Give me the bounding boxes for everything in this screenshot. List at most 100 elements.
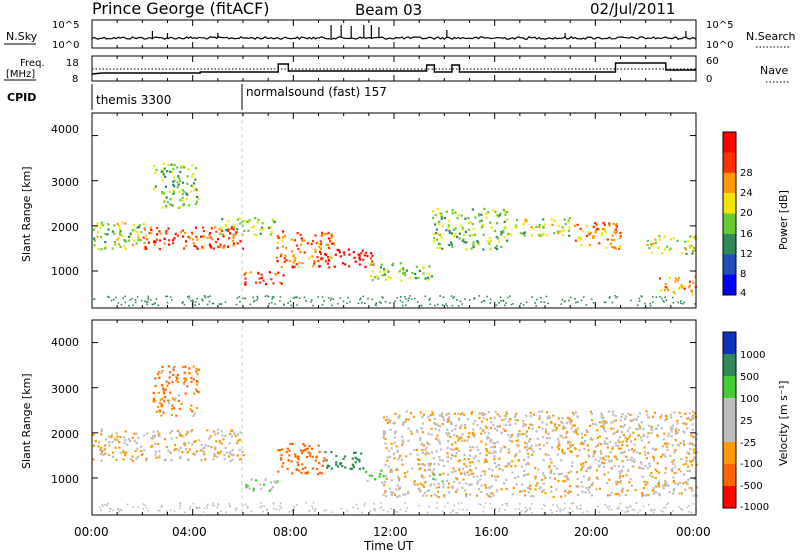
scatter-cell — [639, 427, 642, 430]
ground-scatter-cell — [540, 296, 542, 299]
scatter-cell — [691, 423, 694, 426]
ground-scatter-cell — [266, 295, 269, 297]
scatter-cell — [129, 232, 132, 235]
ground-scatter-cell — [144, 504, 146, 507]
ground-scatter-cell — [364, 302, 366, 305]
scatter-cell — [358, 256, 361, 259]
scatter-cell — [427, 278, 431, 281]
scatter-cell — [451, 429, 454, 432]
scatter-cell — [171, 407, 174, 410]
scatter-cell — [689, 419, 692, 422]
scatter-cell — [481, 470, 484, 473]
ground-scatter-cell — [293, 296, 296, 299]
scatter-cell — [453, 433, 456, 436]
scatter-cell — [383, 430, 386, 433]
scatter-cell — [330, 256, 333, 259]
scatter-cell — [620, 415, 623, 418]
scatter-cell — [150, 444, 153, 448]
scatter-cell — [588, 467, 591, 470]
scatter-cell — [412, 482, 415, 485]
ground-scatter-cell — [655, 296, 658, 298]
scatter-cell — [499, 450, 502, 453]
scatter-cell — [664, 442, 667, 445]
scatter-cell — [469, 461, 472, 464]
scatter-cell — [318, 471, 321, 474]
scatter-cell — [501, 418, 504, 422]
ground-scatter-cell — [184, 511, 186, 514]
scatter-cell — [187, 168, 190, 171]
ground-scatter-cell — [692, 503, 694, 505]
scatter-cell — [424, 448, 427, 451]
scatter-cell — [563, 218, 566, 221]
scatter-cell — [661, 453, 664, 457]
scatter-cell — [476, 424, 479, 427]
scatter-cell — [545, 423, 548, 426]
scatter-cell — [255, 281, 258, 284]
scatter-cell — [174, 444, 177, 447]
ground-scatter-cell — [484, 502, 487, 505]
scatter-cell — [438, 440, 441, 443]
scatter-cell — [323, 232, 326, 236]
scatter-cell — [389, 428, 392, 431]
scatter-cell — [158, 450, 161, 453]
scatter-cell — [629, 478, 632, 481]
scatter-cell — [579, 238, 582, 241]
cpid-label: CPID — [7, 91, 36, 104]
ground-scatter-cell — [161, 505, 163, 507]
scatter-cell — [611, 413, 615, 416]
scatter-cell — [154, 400, 157, 403]
scatter-cell — [242, 454, 245, 457]
power-cbar-tick-12: 12 — [740, 249, 753, 260]
scatter-cell — [550, 461, 553, 464]
scatter-cell — [248, 487, 251, 490]
scatter-cell — [503, 482, 506, 485]
ground-scatter-cell — [426, 511, 429, 514]
scatter-cell — [276, 235, 279, 238]
scatter-cell — [236, 433, 240, 436]
ground-scatter-cell — [147, 298, 149, 300]
scatter-cell — [461, 228, 464, 231]
scatter-cell — [460, 439, 463, 442]
scatter-cell — [422, 266, 426, 269]
ground-scatter-cell — [157, 509, 160, 512]
scatter-cell — [600, 421, 604, 424]
scatter-cell — [487, 486, 491, 489]
ground-scatter-cell — [680, 300, 682, 302]
scatter-cell — [590, 438, 593, 441]
scatter-cell — [530, 495, 533, 498]
ground-scatter-cell — [603, 301, 606, 304]
scatter-cell — [552, 472, 556, 475]
scatter-cell — [576, 477, 579, 481]
scatter-cell — [517, 475, 520, 478]
scatter-cell — [229, 232, 232, 235]
scatter-cell — [296, 461, 299, 464]
scatter-cell — [349, 467, 352, 470]
scatter-cell — [172, 239, 175, 242]
ground-scatter-cell — [192, 301, 194, 303]
scatter-cell — [567, 471, 570, 474]
scatter-cell — [430, 427, 433, 430]
scatter-cell — [161, 370, 164, 373]
ground-scatter-cell — [323, 509, 325, 512]
scatter-cell — [445, 479, 448, 482]
scatter-cell — [619, 447, 622, 450]
scatter-cell — [523, 489, 526, 492]
ground-scatter-cell — [399, 508, 402, 511]
scatter-cell — [682, 482, 685, 485]
ground-scatter-cell — [662, 510, 665, 513]
scatter-cell — [689, 246, 692, 249]
scatter-cell — [173, 399, 176, 402]
scatter-cell — [102, 224, 105, 227]
scatter-cell — [185, 192, 188, 195]
ground-scatter-cell — [502, 300, 505, 302]
ground-scatter-cell — [614, 295, 616, 297]
scatter-cell — [585, 234, 589, 238]
scatter-cell — [491, 474, 494, 477]
scatter-cell — [177, 183, 180, 186]
ground-scatter-cell — [526, 508, 529, 511]
scatter-cell — [196, 373, 199, 376]
scatter-cell — [423, 469, 427, 472]
ground-scatter-cell — [179, 507, 181, 510]
scatter-cell — [206, 429, 209, 432]
scatter-cell — [638, 425, 641, 428]
